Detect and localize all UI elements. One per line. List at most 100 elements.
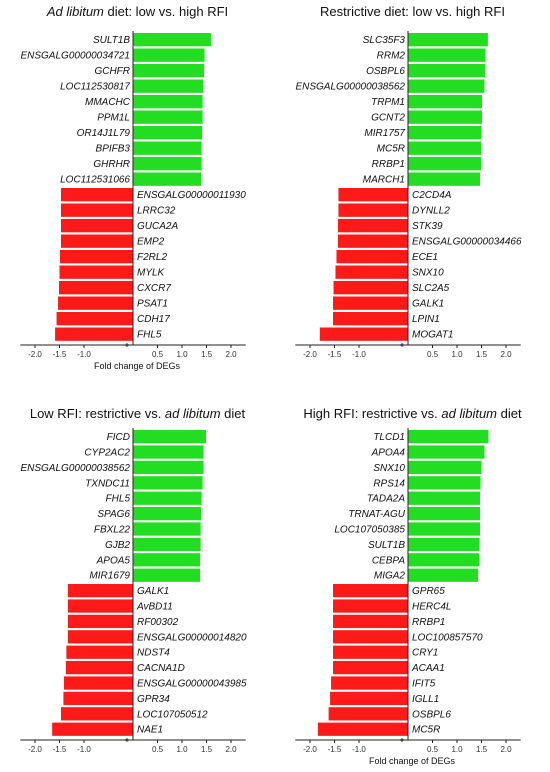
gene-label: ENSGALG00000014820 bbox=[137, 632, 247, 643]
x-tick-label: -1.5 bbox=[53, 745, 67, 754]
gene-label: LPIN1 bbox=[412, 314, 440, 325]
gene-label: MARCH1 bbox=[363, 175, 405, 186]
x-tick-label: 1.5 bbox=[476, 350, 488, 359]
x-tick-label: -2.0 bbox=[28, 350, 42, 359]
x-axis-label: Fold change of DEGs bbox=[369, 756, 456, 766]
gene-label: STK39 bbox=[412, 221, 443, 232]
x-tick-label: -1.5 bbox=[53, 350, 67, 359]
gene-label: SULT1B bbox=[93, 35, 130, 46]
down-bar bbox=[317, 722, 408, 736]
gene-label: C2CD4A bbox=[412, 190, 452, 201]
axis-marker bbox=[400, 343, 404, 347]
gene-label: IGLL1 bbox=[412, 694, 439, 705]
gene-label: GJB2 bbox=[105, 540, 130, 551]
gene-label: LOC112530817 bbox=[60, 82, 130, 93]
gene-label: DYNLL2 bbox=[412, 206, 450, 217]
up-bar bbox=[133, 522, 201, 536]
gene-label: GALK1 bbox=[412, 299, 444, 310]
down-bar bbox=[333, 614, 408, 629]
down-bar bbox=[67, 630, 133, 644]
up-bar bbox=[133, 507, 202, 521]
gene-label: OSBPL6 bbox=[412, 709, 451, 720]
up-bar bbox=[408, 476, 481, 490]
up-bar bbox=[133, 445, 204, 459]
down-bar bbox=[60, 707, 133, 721]
gene-label: LOC100857570 bbox=[412, 632, 483, 643]
gene-label: TADA2A bbox=[367, 494, 405, 505]
up-bar bbox=[133, 568, 201, 582]
up-bar bbox=[408, 507, 481, 521]
axis-marker bbox=[125, 738, 129, 742]
up-bar bbox=[408, 172, 481, 186]
x-tick-label: 1.5 bbox=[201, 350, 213, 359]
up-bar bbox=[133, 33, 211, 47]
gene-label: ENSGALG00000043985 bbox=[137, 679, 247, 690]
gene-label: SLC2A5 bbox=[412, 283, 450, 294]
gene-label: RRM2 bbox=[377, 51, 406, 62]
gene-label: SNX10 bbox=[412, 268, 444, 279]
gene-label: BPIFB3 bbox=[96, 144, 131, 155]
gene-label: CRY1 bbox=[412, 648, 438, 659]
gene-label: GALK1 bbox=[137, 586, 169, 597]
down-bar bbox=[60, 234, 133, 248]
panel-title: Low RFI: restrictive vs. ad libitum diet bbox=[29, 406, 246, 421]
x-tick-label: -1.5 bbox=[328, 350, 342, 359]
gene-label: MYLK bbox=[137, 268, 166, 279]
gene-label: MC5R bbox=[412, 725, 440, 736]
down-bar bbox=[337, 234, 408, 248]
gene-label: GPR34 bbox=[137, 694, 170, 705]
down-bar bbox=[330, 691, 408, 706]
up-bar bbox=[408, 110, 482, 124]
gene-label: PSAT1 bbox=[137, 299, 168, 310]
gene-label: EMP2 bbox=[137, 237, 165, 248]
up-bar bbox=[133, 553, 201, 567]
up-bar bbox=[408, 568, 479, 582]
gene-label: LOC107050385 bbox=[334, 525, 405, 536]
up-bar bbox=[408, 445, 485, 459]
x-tick-label: 1.0 bbox=[451, 350, 463, 359]
gene-label: OSBPL6 bbox=[366, 66, 405, 77]
down-bar bbox=[52, 722, 133, 736]
gene-label: RPS14 bbox=[373, 478, 405, 489]
gene-label: MMACHC bbox=[85, 97, 131, 108]
down-bar bbox=[336, 250, 408, 264]
x-tick-label: -2.0 bbox=[303, 350, 317, 359]
gene-label: ACAA1 bbox=[411, 663, 445, 674]
gene-label: MIR1679 bbox=[89, 571, 130, 582]
x-tick-label: -1.0 bbox=[77, 350, 91, 359]
panel-title: Restrictive diet: low vs. high RFI bbox=[320, 4, 505, 19]
up-bar bbox=[133, 430, 207, 444]
gene-label: APOA5 bbox=[96, 555, 131, 566]
gene-label: MIR1757 bbox=[364, 128, 405, 139]
gene-label: ENSGALG00000034721 bbox=[20, 51, 130, 62]
gene-label: SNX10 bbox=[373, 463, 405, 474]
gene-label: LOC107050512 bbox=[137, 709, 208, 720]
down-bar bbox=[65, 661, 133, 675]
gene-label: GUCA2A bbox=[137, 221, 178, 232]
up-bar bbox=[133, 79, 204, 93]
down-bar bbox=[333, 296, 408, 310]
up-bar bbox=[133, 491, 202, 505]
gene-label: MIGA2 bbox=[374, 571, 406, 582]
x-tick-label: -2.0 bbox=[303, 745, 317, 754]
gene-label: ENSGALG00000011930 bbox=[137, 190, 246, 201]
down-bar bbox=[60, 188, 133, 202]
x-tick-label: -1.0 bbox=[352, 350, 366, 359]
panel-title: Ad libitum diet: low vs. high RFI bbox=[46, 4, 229, 19]
down-bar bbox=[59, 265, 133, 279]
x-tick-label: 1.0 bbox=[176, 350, 188, 359]
gene-label: NDST4 bbox=[137, 648, 170, 659]
gene-label: CXCR7 bbox=[137, 283, 171, 294]
x-tick-label: -1.0 bbox=[77, 745, 91, 754]
down-bar bbox=[333, 645, 408, 659]
up-bar bbox=[408, 141, 482, 155]
axis-marker bbox=[125, 343, 129, 347]
up-bar bbox=[133, 64, 205, 78]
gene-label: LRRC32 bbox=[137, 206, 176, 217]
down-bar bbox=[63, 676, 133, 690]
x-tick-label: 2.0 bbox=[225, 350, 237, 359]
gene-label: MOGAT1 bbox=[412, 330, 453, 341]
gene-label: SPAG6 bbox=[97, 509, 130, 520]
gene-label: GHRHR bbox=[93, 159, 130, 170]
